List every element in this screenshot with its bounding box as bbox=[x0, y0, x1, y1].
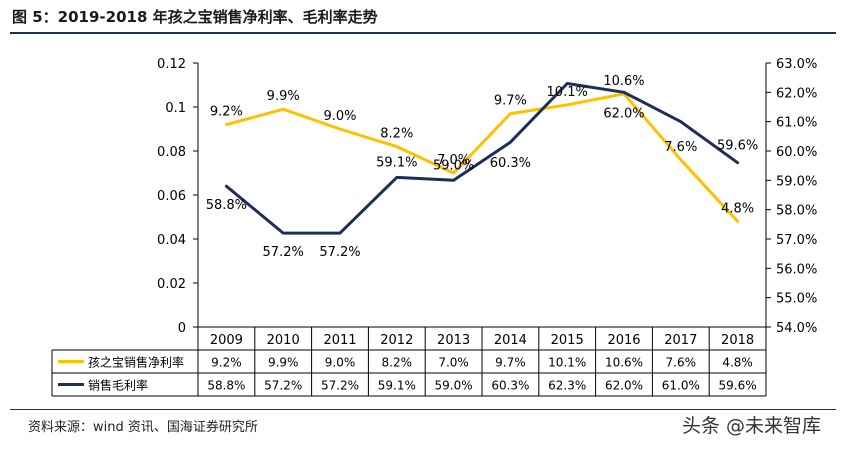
net-margin-data-label: 10.6% bbox=[603, 74, 644, 89]
x-tick-label: 2018 bbox=[721, 333, 754, 348]
x-tick-label: 2017 bbox=[664, 333, 697, 348]
net-margin-data-label: 7.6% bbox=[664, 140, 697, 155]
table-cell-value: 61.0% bbox=[662, 379, 700, 393]
y-left-tick-label: 0.06 bbox=[157, 189, 186, 204]
net-margin-data-label: 10.1% bbox=[547, 85, 588, 100]
net-margin-data-label: 4.8% bbox=[721, 201, 754, 216]
table-cell-value: 62.0% bbox=[605, 379, 643, 393]
gross-margin-data-label: 59.1% bbox=[376, 155, 417, 170]
gross-margin-line bbox=[224, 82, 740, 235]
net-margin-line bbox=[224, 92, 740, 223]
source-note: 资料来源：wind 资讯、国海证券研究所 bbox=[28, 420, 258, 435]
y-right-tick-label: 55.0% bbox=[776, 292, 817, 307]
y-left-tick-label: 0.08 bbox=[157, 145, 186, 160]
table-cell-value: 60.3% bbox=[491, 379, 529, 393]
table-cell-value: 7.6% bbox=[666, 356, 697, 370]
y-left-tick-label: 0 bbox=[178, 321, 186, 336]
y-left-tick-label: 0.12 bbox=[157, 57, 186, 72]
table-cell-value: 10.1% bbox=[548, 356, 586, 370]
table-cell-value: 62.3% bbox=[548, 379, 586, 393]
net-margin-data-label: 9.7% bbox=[494, 94, 527, 109]
y-left-tick-label: 0.1 bbox=[165, 101, 186, 116]
table-cell-value: 8.2% bbox=[382, 356, 413, 370]
x-tick-label: 2012 bbox=[380, 333, 413, 348]
x-tick-label: 2010 bbox=[267, 333, 300, 348]
net-margin-data-label: 8.2% bbox=[380, 127, 413, 142]
table-cell-value: 9.0% bbox=[325, 356, 356, 370]
net-margin-data-label: 7.0% bbox=[437, 153, 470, 168]
y-right-tick-label: 54.0% bbox=[776, 321, 817, 336]
chart: 0 0.02 0.04 0.06 0.08 0.1 0.12 54.0% 55.0% 56.0% 5… bbox=[51, 57, 817, 397]
net-margin-data-label: 9.9% bbox=[267, 89, 300, 104]
table-cell-value: 57.2% bbox=[264, 379, 302, 393]
table-cell-value: 58.8% bbox=[207, 379, 245, 393]
legend-label: 销售毛利率 bbox=[88, 378, 148, 393]
footer-divider bbox=[10, 409, 836, 410]
y-right-tick-label: 59.0% bbox=[776, 174, 817, 189]
y-right-tick-label: 61.0% bbox=[776, 116, 817, 131]
table-cell-value: 4.8% bbox=[722, 356, 753, 370]
x-tick-label: 2011 bbox=[323, 333, 356, 348]
net-margin-data-label: 9.0% bbox=[323, 109, 356, 124]
y-right-tick-label: 56.0% bbox=[776, 262, 817, 277]
title-divider bbox=[10, 32, 836, 34]
x-tick-label: 2016 bbox=[607, 333, 640, 348]
table-cell-value: 59.6% bbox=[719, 379, 757, 393]
table-cell-value: 59.1% bbox=[378, 379, 416, 393]
y-left-tick-label: 0.04 bbox=[157, 233, 186, 248]
y-right-tick-label: 63.0% bbox=[776, 57, 817, 72]
gross-margin-data-label: 59.6% bbox=[717, 139, 758, 154]
x-tick-label: 2013 bbox=[437, 333, 470, 348]
y-right-tick-label: 62.0% bbox=[776, 86, 817, 101]
gross-margin-data-label: 58.8% bbox=[206, 198, 247, 213]
x-tick-label: 2009 bbox=[210, 333, 243, 348]
y-right-tick-label: 60.0% bbox=[776, 145, 817, 160]
table-cell-value: 59.0% bbox=[435, 379, 473, 393]
gross-margin-data-label: 57.2% bbox=[319, 245, 360, 260]
y-right-tick-label: 58.0% bbox=[776, 204, 817, 219]
table-cell-value: 9.2% bbox=[211, 356, 242, 370]
y-left-tick-label: 0.02 bbox=[157, 277, 186, 292]
y-right-tick-label: 57.0% bbox=[776, 233, 817, 248]
gross-margin-data-label: 60.3% bbox=[490, 156, 531, 171]
gross-margin-data-label: 62.0% bbox=[603, 106, 644, 121]
table-cell-value: 10.6% bbox=[605, 356, 643, 370]
gross-margin-data-label: 57.2% bbox=[263, 245, 304, 260]
net-margin-data-label: 9.2% bbox=[210, 105, 243, 120]
legend-label: 孩之宝销售净利率 bbox=[88, 355, 184, 370]
table-cell-value: 9.9% bbox=[268, 356, 299, 370]
chart-title: 图 5：2019-2018 年孩之宝销售净利率、毛利率走势 bbox=[12, 8, 378, 26]
x-tick-label: 2014 bbox=[494, 333, 527, 348]
x-tick-label: 2015 bbox=[551, 333, 584, 348]
watermark: 头条 @未来智库 bbox=[682, 415, 822, 437]
table-cell-value: 7.0% bbox=[438, 356, 469, 370]
table-cell-value: 57.2% bbox=[321, 379, 359, 393]
table-cell-value: 9.7% bbox=[495, 356, 526, 370]
gross-margin-data-label: 59.0% bbox=[433, 158, 474, 173]
